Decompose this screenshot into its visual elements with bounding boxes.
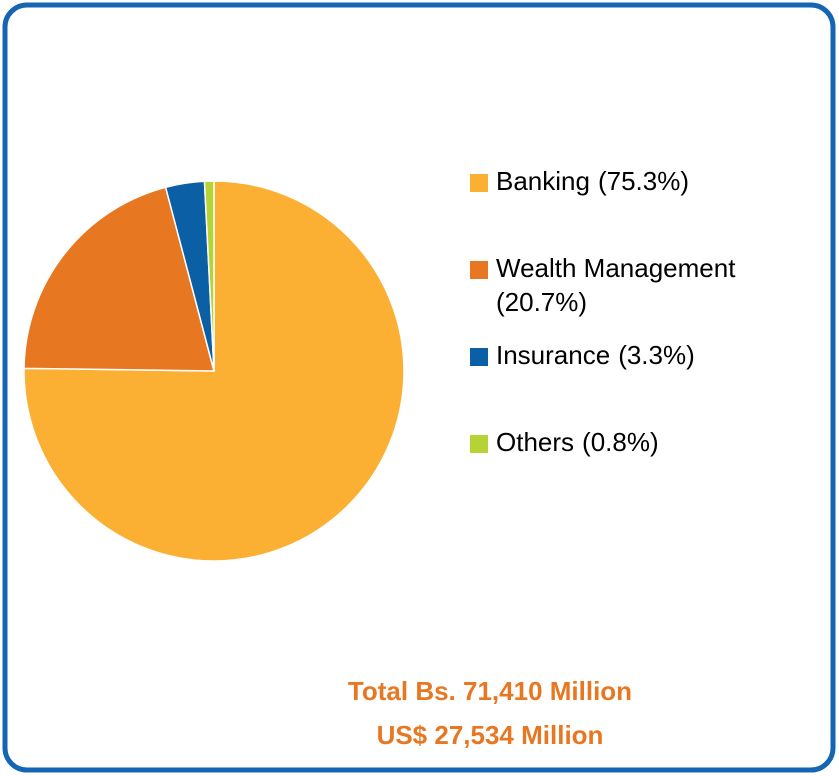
annotations: Total Bs. 71,410 Million US$ 27,534 Milli… <box>348 676 632 750</box>
legend-swatch <box>470 435 488 453</box>
legend-value: (3.3%) <box>618 340 695 370</box>
pie <box>23 180 405 562</box>
legend-value: (20.7%) <box>496 287 587 317</box>
legend-swatch <box>470 174 488 192</box>
pie-slice <box>203 180 215 372</box>
total-note: Total Bs. 71,410 Million <box>348 676 632 706</box>
pie-slice <box>23 180 405 562</box>
legend-label: Insurance <box>496 340 610 370</box>
legend-swatch <box>470 261 488 279</box>
legend-value: (0.8%) <box>582 427 659 457</box>
legend-label: Wealth Management <box>496 253 736 283</box>
total-note: US$ 27,534 Million <box>377 720 604 750</box>
legend-label: Banking <box>496 166 590 196</box>
legend-text: Banking (75.3%) <box>496 166 689 196</box>
legend-text: Wealth Management (20.7%) <box>496 253 736 317</box>
legend-swatch <box>470 348 488 366</box>
legend-value: (75.3%) <box>598 166 689 196</box>
legend-label: Others <box>496 427 574 457</box>
legend-text: Insurance (3.3%) <box>496 340 695 370</box>
pie-slice <box>23 186 215 372</box>
legend: Banking (75.3%) Wealth Management (20.7%) In… <box>470 166 736 457</box>
legend-text: Others (0.8%) <box>496 427 659 457</box>
